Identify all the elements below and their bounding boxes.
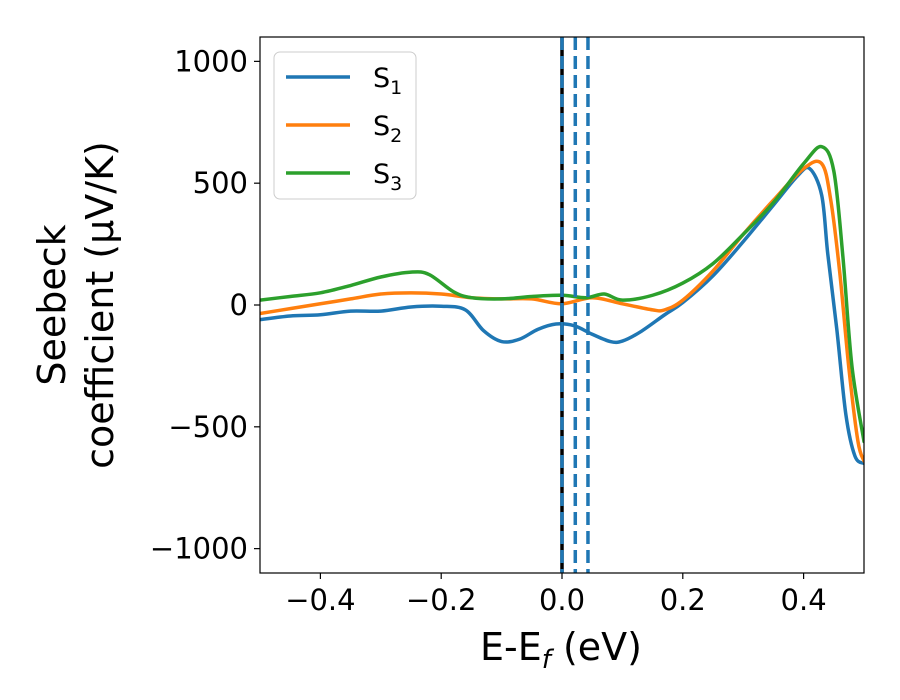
series-line-s2 xyxy=(260,159,864,463)
x-tick-label: −0.2 xyxy=(406,583,476,617)
y-axis-label-line2: coefficient (μV/K) xyxy=(78,141,122,469)
x-tick-label: 0.2 xyxy=(660,583,706,617)
series-layer xyxy=(260,144,864,466)
legend-label-s1: S1 xyxy=(373,63,402,99)
x-tick-label: 0.0 xyxy=(539,583,585,617)
vline-layer xyxy=(560,37,590,573)
series-line-s1 xyxy=(260,165,864,466)
x-tick-label: −0.4 xyxy=(285,583,355,617)
series-line-s3 xyxy=(260,144,864,444)
y-tick-label: −1000 xyxy=(150,532,248,566)
y-tick-label: −500 xyxy=(168,410,248,444)
legend-label-s2: S2 xyxy=(373,111,402,147)
legend-label-s3: S3 xyxy=(373,159,402,195)
y-axis-label-line1: Seebeck xyxy=(30,224,74,385)
legend-items: S1 S2 S3 xyxy=(286,63,402,195)
legend: S1 S2 S3 xyxy=(273,51,417,200)
y-tick-label: 1000 xyxy=(174,44,248,78)
x-tick-label: 0.4 xyxy=(781,583,827,617)
tick-layer: −0.4 −0.2 0.0 0.2 0.4 −1000 −500 0 500 1000 xyxy=(150,44,827,617)
y-tick-label: 500 xyxy=(193,166,248,200)
x-axis-label: E-Ef (eV) xyxy=(480,625,642,675)
y-tick-label: 0 xyxy=(230,288,248,322)
